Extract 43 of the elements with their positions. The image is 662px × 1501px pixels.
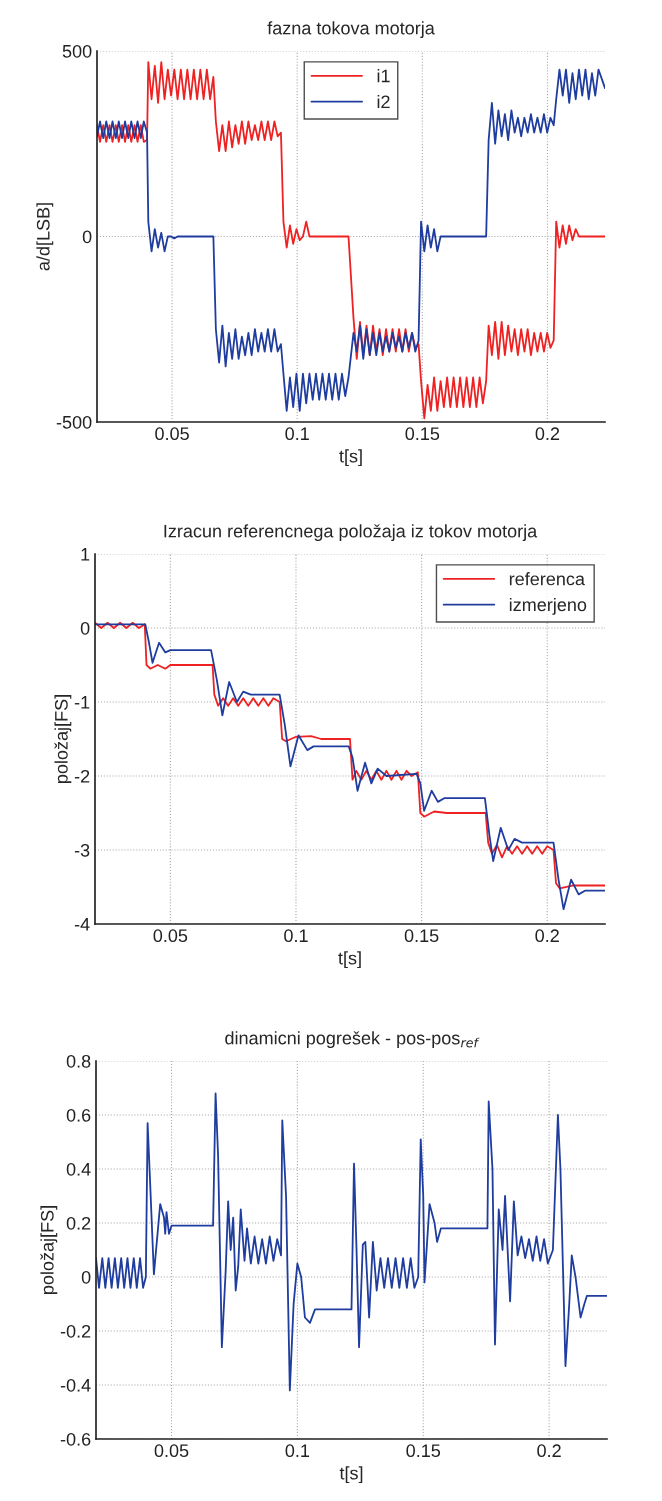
y-tick-label: -500 <box>56 415 92 429</box>
x-tick-label: 0.1 <box>285 1444 310 1458</box>
y-tick-label: 1 <box>81 548 90 561</box>
y-axis-title: a/d[LSB] <box>36 203 54 271</box>
chart-title: fazna tokova motorja <box>267 21 435 39</box>
y-axis-title: položaj[FS] <box>40 1206 58 1294</box>
y-tick-label: 0.6 <box>66 1108 91 1122</box>
y-tick-label: -0.2 <box>60 1324 91 1338</box>
legend-label: referenca <box>509 572 585 586</box>
line-series <box>96 1092 607 1392</box>
y-tick-label: -0.4 <box>60 1378 91 1392</box>
x-tick-label: 0.15 <box>405 427 440 441</box>
chart-title: dinamicni pogrešek - pos-pos$_{ref}$ <box>225 1031 480 1049</box>
y-tick-label: -1 <box>74 696 90 709</box>
y-tick-label: 0 <box>82 230 92 244</box>
y-tick-label: -4 <box>74 918 90 931</box>
y-tick-label: 0.4 <box>66 1162 91 1176</box>
legend-label: i1 <box>377 69 390 83</box>
y-tick-label: 0 <box>81 1270 91 1284</box>
y-tick-label: 0.2 <box>66 1216 91 1230</box>
x-tick-label: 0.2 <box>537 1444 561 1458</box>
legend-label: izmerjeno <box>509 597 587 615</box>
x-tick-label: 0.15 <box>404 929 439 943</box>
x-tick-label: 0.05 <box>155 427 189 441</box>
x-axis-title: t[s] <box>339 449 362 467</box>
y-tick-label: 0.8 <box>66 1054 91 1068</box>
x-axis-title: t[s] <box>338 951 361 969</box>
x-tick-label: 0.2 <box>535 929 559 943</box>
y-axis-title: položaj[FS] <box>54 695 72 783</box>
x-tick-label: 0.05 <box>153 929 188 943</box>
chart-title: Izracun referencnega položaja iz tokov motorja <box>164 524 538 542</box>
y-tick-label: 500 <box>62 44 92 58</box>
legend-label: i2 <box>377 94 390 108</box>
x-axis-title: t[s] <box>339 1466 363 1484</box>
y-tick-label: 0 <box>80 621 90 635</box>
x-tick-label: 0.15 <box>406 1444 441 1458</box>
y-tick-label: -0.6 <box>60 1432 91 1446</box>
y-tick-label: -3 <box>74 843 90 857</box>
x-tick-label: 0.05 <box>154 1444 189 1458</box>
x-tick-label: 0.1 <box>285 427 309 441</box>
y-tick-label: -2 <box>74 769 90 783</box>
x-tick-label: 0.2 <box>535 427 560 441</box>
x-tick-label: 0.1 <box>284 929 308 943</box>
